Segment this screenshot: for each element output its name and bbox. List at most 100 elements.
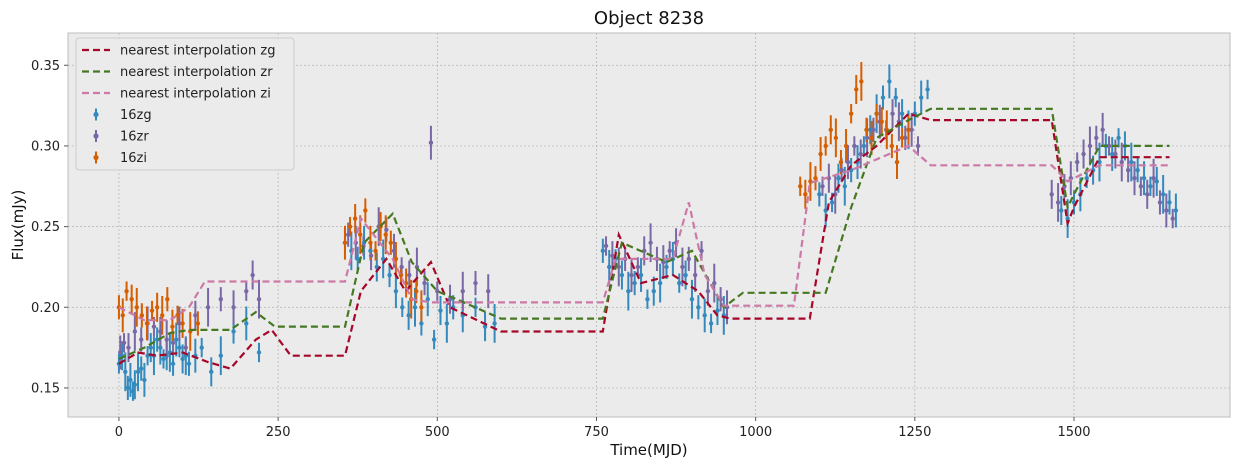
data-point-16zi [358, 232, 363, 237]
data-point-16zr [1119, 159, 1124, 165]
data-point-16zg [1141, 176, 1147, 181]
data-point-16zg [368, 248, 373, 254]
data-point-16zg [393, 288, 399, 294]
data-point-16zr [218, 297, 224, 302]
data-point-16zg [218, 353, 224, 358]
data-point-16zr [1125, 167, 1131, 173]
x-axis-title: Time(MJD) [609, 441, 687, 459]
data-point-16zi [383, 232, 388, 237]
legend-point-marker [93, 154, 99, 161]
data-point-16zg [925, 87, 930, 92]
data-point-16zg [387, 272, 392, 278]
data-point-16zg [1084, 176, 1089, 181]
data-point-16zi [879, 119, 884, 124]
data-point-16zi [403, 280, 409, 286]
data-point-16zi [149, 308, 155, 313]
data-point-16zr [858, 151, 863, 157]
data-point-16zr [1157, 200, 1163, 205]
data-point-16zi [120, 313, 125, 318]
data-point-16zr [635, 264, 641, 270]
data-point-16zg [431, 337, 437, 342]
data-point-16zg [702, 313, 707, 318]
data-point-16zr [1074, 159, 1080, 165]
data-point-16zi [848, 111, 854, 116]
data-point-16zi [803, 192, 808, 197]
data-point-16zr [473, 280, 478, 286]
data-point-16zr [1087, 143, 1093, 149]
data-point-16zr [699, 248, 704, 254]
data-point-16zr [345, 232, 351, 237]
data-point-16zg [861, 143, 867, 149]
data-point-16zr [839, 167, 844, 173]
y-tick-label: 0.25 [31, 220, 60, 235]
data-point-16zi [195, 321, 201, 326]
data-point-16zg [174, 337, 179, 342]
data-point-16zg [651, 288, 656, 294]
data-point-16zr [820, 184, 825, 189]
data-point-16zi [854, 87, 859, 92]
legend-label: nearest interpolation zg [120, 44, 275, 59]
data-point-16zg [400, 305, 405, 310]
data-point-16zr [845, 159, 851, 165]
data-point-16zg [715, 308, 720, 313]
data-point-16zg [438, 308, 443, 313]
data-point-16zr [126, 345, 131, 350]
x-tick-label: 1500 [1057, 425, 1090, 440]
data-point-16zg [1135, 167, 1140, 173]
data-point-16zg [161, 356, 166, 362]
data-point-16zg [1110, 151, 1115, 157]
y-tick-label: 0.30 [31, 139, 60, 154]
data-point-16zr [667, 248, 672, 254]
legend: nearest interpolation zg nearest interpol… [75, 37, 295, 171]
data-point-16zi [180, 321, 185, 326]
data-point-16zg [406, 313, 411, 318]
data-point-16zr [1100, 127, 1105, 133]
data-point-16zi [170, 324, 175, 329]
data-point-16zi [373, 248, 378, 254]
data-point-16zr [686, 256, 691, 262]
data-point-16zg [893, 95, 898, 100]
data-point-16zr [118, 350, 123, 355]
data-point-16zg [158, 345, 163, 350]
data-point-16zr [915, 143, 921, 149]
data-point-16zr [852, 143, 857, 149]
x-axis-ticks: 0 250 500 750 1000 1250 1500 [115, 417, 1091, 440]
data-point-16zr [705, 288, 711, 294]
interpolation-line [118, 107, 1170, 360]
data-point-16zg [186, 361, 192, 366]
data-point-16zg [677, 280, 682, 286]
data-point-16zr [170, 340, 176, 345]
data-point-16zg [696, 305, 701, 310]
data-point-16zi [154, 305, 160, 310]
data-point-16zg [899, 111, 905, 116]
data-point-16zi [144, 321, 150, 326]
data-point-16zg [148, 345, 153, 350]
data-point-16zi [874, 111, 879, 116]
data-point-16zg [1059, 208, 1064, 213]
data-point-16zr [486, 288, 491, 294]
data-point-16zg [199, 345, 204, 350]
legend-box [75, 37, 295, 171]
data-point-16zi [388, 240, 394, 245]
data-point-16zr [610, 253, 615, 258]
data-point-16zi [818, 151, 823, 157]
data-point-16zi [139, 313, 145, 318]
data-point-16zr [399, 264, 404, 270]
data-point-16zi [363, 208, 368, 213]
x-tick-label: 1000 [739, 425, 772, 440]
data-point-16zg [1160, 192, 1166, 197]
data-point-16zg [177, 345, 182, 350]
data-point-16zi [414, 288, 419, 294]
data-point-16zg [1116, 135, 1121, 141]
data-point-16zg [256, 350, 262, 355]
data-point-16zg [836, 176, 841, 181]
legend-label: 16zr [120, 130, 149, 145]
data-point-16zr [1132, 176, 1137, 181]
data-point-16zr [231, 305, 236, 310]
legend-label: nearest interpolation zi [120, 87, 271, 102]
data-point-16zi [833, 135, 839, 141]
data-point-16zr [407, 272, 412, 278]
data-point-16zr [629, 272, 634, 278]
data-point-16zr [158, 329, 163, 334]
